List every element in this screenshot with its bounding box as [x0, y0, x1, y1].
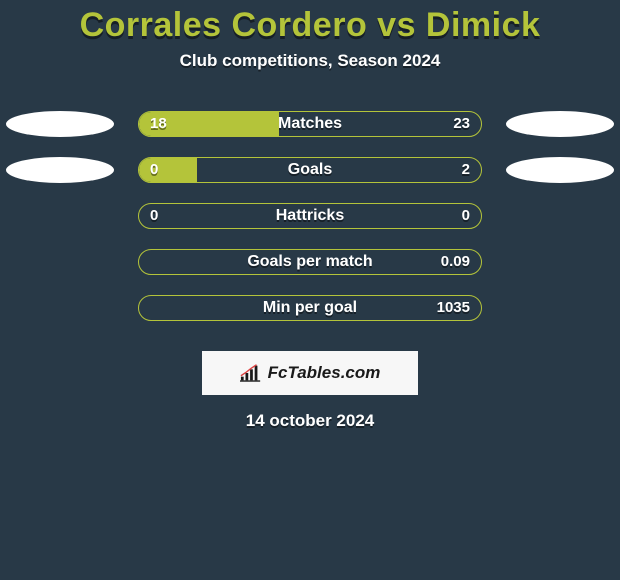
stat-row: Hattricks00 — [0, 203, 620, 249]
player-left-badge — [6, 157, 114, 183]
stat-row: Goals per match0.09 — [0, 249, 620, 295]
bar-track — [138, 295, 482, 321]
page-subtitle: Club competitions, Season 2024 — [0, 51, 620, 71]
stat-row: Goals02 — [0, 157, 620, 203]
bar-track — [138, 157, 482, 183]
page-title: Corrales Cordero vs Dimick — [0, 6, 620, 45]
date-label: 14 october 2024 — [0, 411, 620, 431]
infographic-container: Corrales Cordero vs Dimick Club competit… — [0, 0, 620, 431]
comparison-chart: Matches1823Goals02Hattricks00Goals per m… — [0, 111, 620, 341]
player-right-badge — [506, 111, 614, 137]
bar-chart-icon — [240, 363, 262, 383]
bar-track — [138, 111, 482, 137]
player-left-badge — [6, 111, 114, 137]
bar-track — [138, 249, 482, 275]
bar-fill-left — [139, 112, 279, 136]
source-logo-box: FcTables.com — [202, 351, 418, 395]
source-logo-text: FcTables.com — [268, 363, 381, 383]
player-right-badge — [506, 157, 614, 183]
stat-row: Min per goal1035 — [0, 295, 620, 341]
bar-track — [138, 203, 482, 229]
stat-row: Matches1823 — [0, 111, 620, 157]
bar-fill-left — [139, 158, 197, 182]
